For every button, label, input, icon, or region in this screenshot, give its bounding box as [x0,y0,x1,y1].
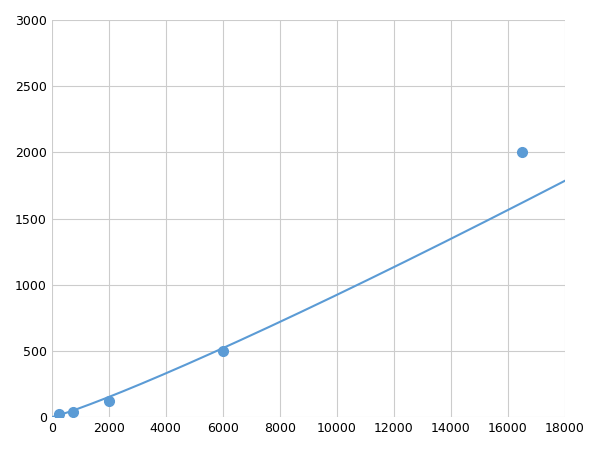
Point [68,408,78,415]
Point [54,411,64,418]
Point [517,149,527,156]
Point [104,398,113,405]
Point [218,347,227,355]
